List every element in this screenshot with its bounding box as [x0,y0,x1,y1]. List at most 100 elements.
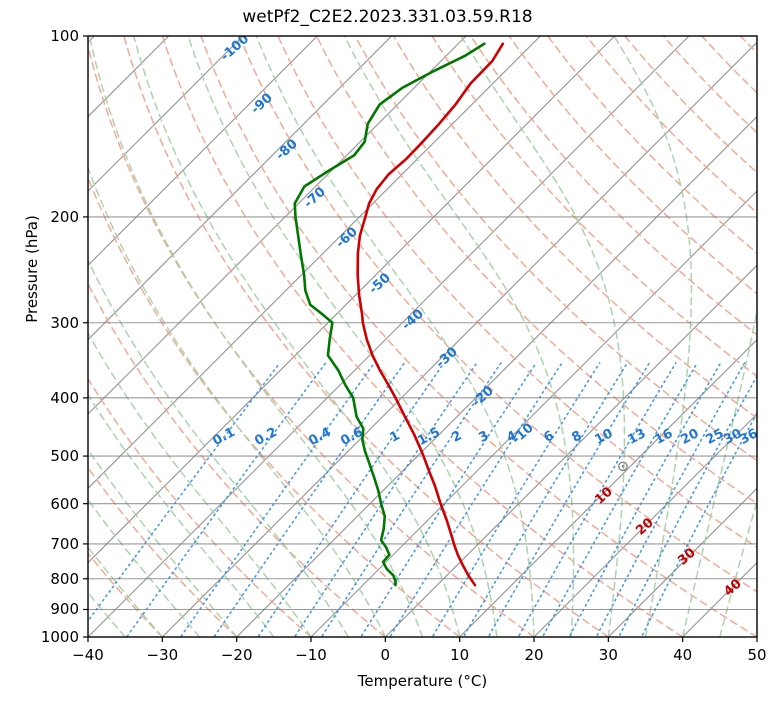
lcl-marker-dot [621,465,625,468]
mixing-ratio-label: 36 [737,426,760,448]
mixing-ratio-label: 3 [476,428,491,445]
isotherm-line [161,41,757,637]
isotherm-line [88,36,318,267]
isotherm-line [88,36,541,490]
moist-adiabat-line [88,393,275,637]
mixing-ratio-label: 0.2 [252,425,279,449]
dry-adiabat-line [315,36,757,505]
y-tick-label: 700 [50,534,79,553]
x-tick-label: 50 [747,646,767,664]
x-tick-label: −40 [72,646,104,664]
axes-frame [83,35,758,642]
moist-adiabat-line [187,36,498,637]
moist-adiabat-line [88,498,201,637]
dry-adiabat-line [88,377,312,637]
dry-adiabat-line [624,36,757,174]
dry-adiabat-line [701,36,757,94]
plot-border [87,35,758,638]
mixing-ratio-line [179,362,376,637]
isotherm-line [236,115,757,637]
moist-adiabat-label: 20 [633,515,656,538]
dry-adiabat-line [88,43,535,637]
isotherm-line [0,36,20,637]
temperature-curve [356,42,505,587]
mixing-ratio-label: 0.4 [306,425,333,449]
dry-adiabat-line [0,36,14,637]
moist-adiabat-line [681,307,757,637]
moist-adiabat-line [343,36,575,637]
lcl-marker [618,461,628,472]
x-tick-label: 40 [673,646,693,664]
isotherm-line [384,264,757,637]
isotherm-label: -90 [248,91,276,118]
y-tick-label: 100 [50,27,79,45]
mixing-ratio-line [125,362,327,637]
isotherm-line [756,636,757,637]
isotherm-line [88,36,393,341]
isotherm-label: -70 [301,185,329,212]
dry-adiabat-line [88,466,238,637]
moist-adiabat-line [88,258,349,637]
dry-adiabat-line [123,36,610,637]
dry-adiabat-line [238,36,757,593]
mixing-ratio-label: 0.1 [210,425,237,449]
isotherm-line [310,190,757,637]
isotherm-label: -50 [366,271,394,298]
mixing-ratio-label: 0.6 [338,425,365,449]
x-tick-label: −10 [295,646,327,664]
x-tick-label: 30 [598,646,618,664]
isotherm-line [682,561,757,637]
y-tick-label: 400 [50,388,79,407]
mixing-ratio-line [568,362,722,637]
moist-adiabat-line [460,36,626,637]
moist-adiabat-label: 40 [721,576,744,599]
moist-adiabat-line [88,36,424,637]
moist-adiabat-line [132,36,461,637]
mixing-ratio-line [257,362,445,637]
x-tick-label: 20 [524,646,544,664]
y-tick-label: 800 [50,569,79,588]
mixing-ratio-label: 13 [625,426,648,448]
dry-adiabat-line [277,36,757,549]
moist-adiabat-line [613,36,693,637]
moist-adiabat-line [88,591,126,637]
x-tick-label: 10 [450,646,470,664]
isotherm-line [533,413,757,637]
isotherm-line [88,36,244,192]
dry-adiabat-line [662,36,757,134]
moist-adiabat-line [255,36,535,637]
isotherm-line [459,338,757,637]
x-tick-label: −20 [220,646,253,664]
background-labels: -100-90-80-70-60-50-40-30-20-100.1 0.2 0.4… [210,36,760,600]
y-tick-label: 200 [50,207,79,226]
moist-adiabat-line [88,546,164,637]
isotherm-line [607,487,757,637]
dry-adiabat-line [469,36,757,336]
moist-adiabat-line [88,448,238,637]
mixing-ratio-label: 2 [449,428,464,445]
moist-adiabat-label: 30 [675,545,698,568]
moist-adiabat-line [756,634,757,637]
dry-adiabat-line [585,36,757,214]
dry-adiabat-line [88,175,461,637]
mixing-ratio-line [320,362,502,637]
dry-adiabat-line [354,36,757,462]
moist-adiabat-line [88,331,312,637]
moist-adiabat-line [88,165,387,637]
dry-adiabat-line [88,552,164,637]
isotherm-label: -80 [273,137,301,164]
dry-adiabat-line [88,281,387,637]
y-tick-label: 900 [50,600,79,619]
mixing-ratio-line [640,411,757,637]
dry-adiabat-line [161,36,684,637]
x-axis-label: Temperature (°C) [357,672,488,690]
x-tick-label: −30 [146,646,179,664]
mixing-ratio-label: 6 [541,428,556,445]
y-tick-label: 500 [50,447,79,466]
mixing-ratio-label: 1.5 [415,425,442,449]
mixing-ratio-label: 1 [387,428,402,445]
y-tick-label: 1000 [40,628,79,646]
mixing-ratio-line [617,374,757,637]
